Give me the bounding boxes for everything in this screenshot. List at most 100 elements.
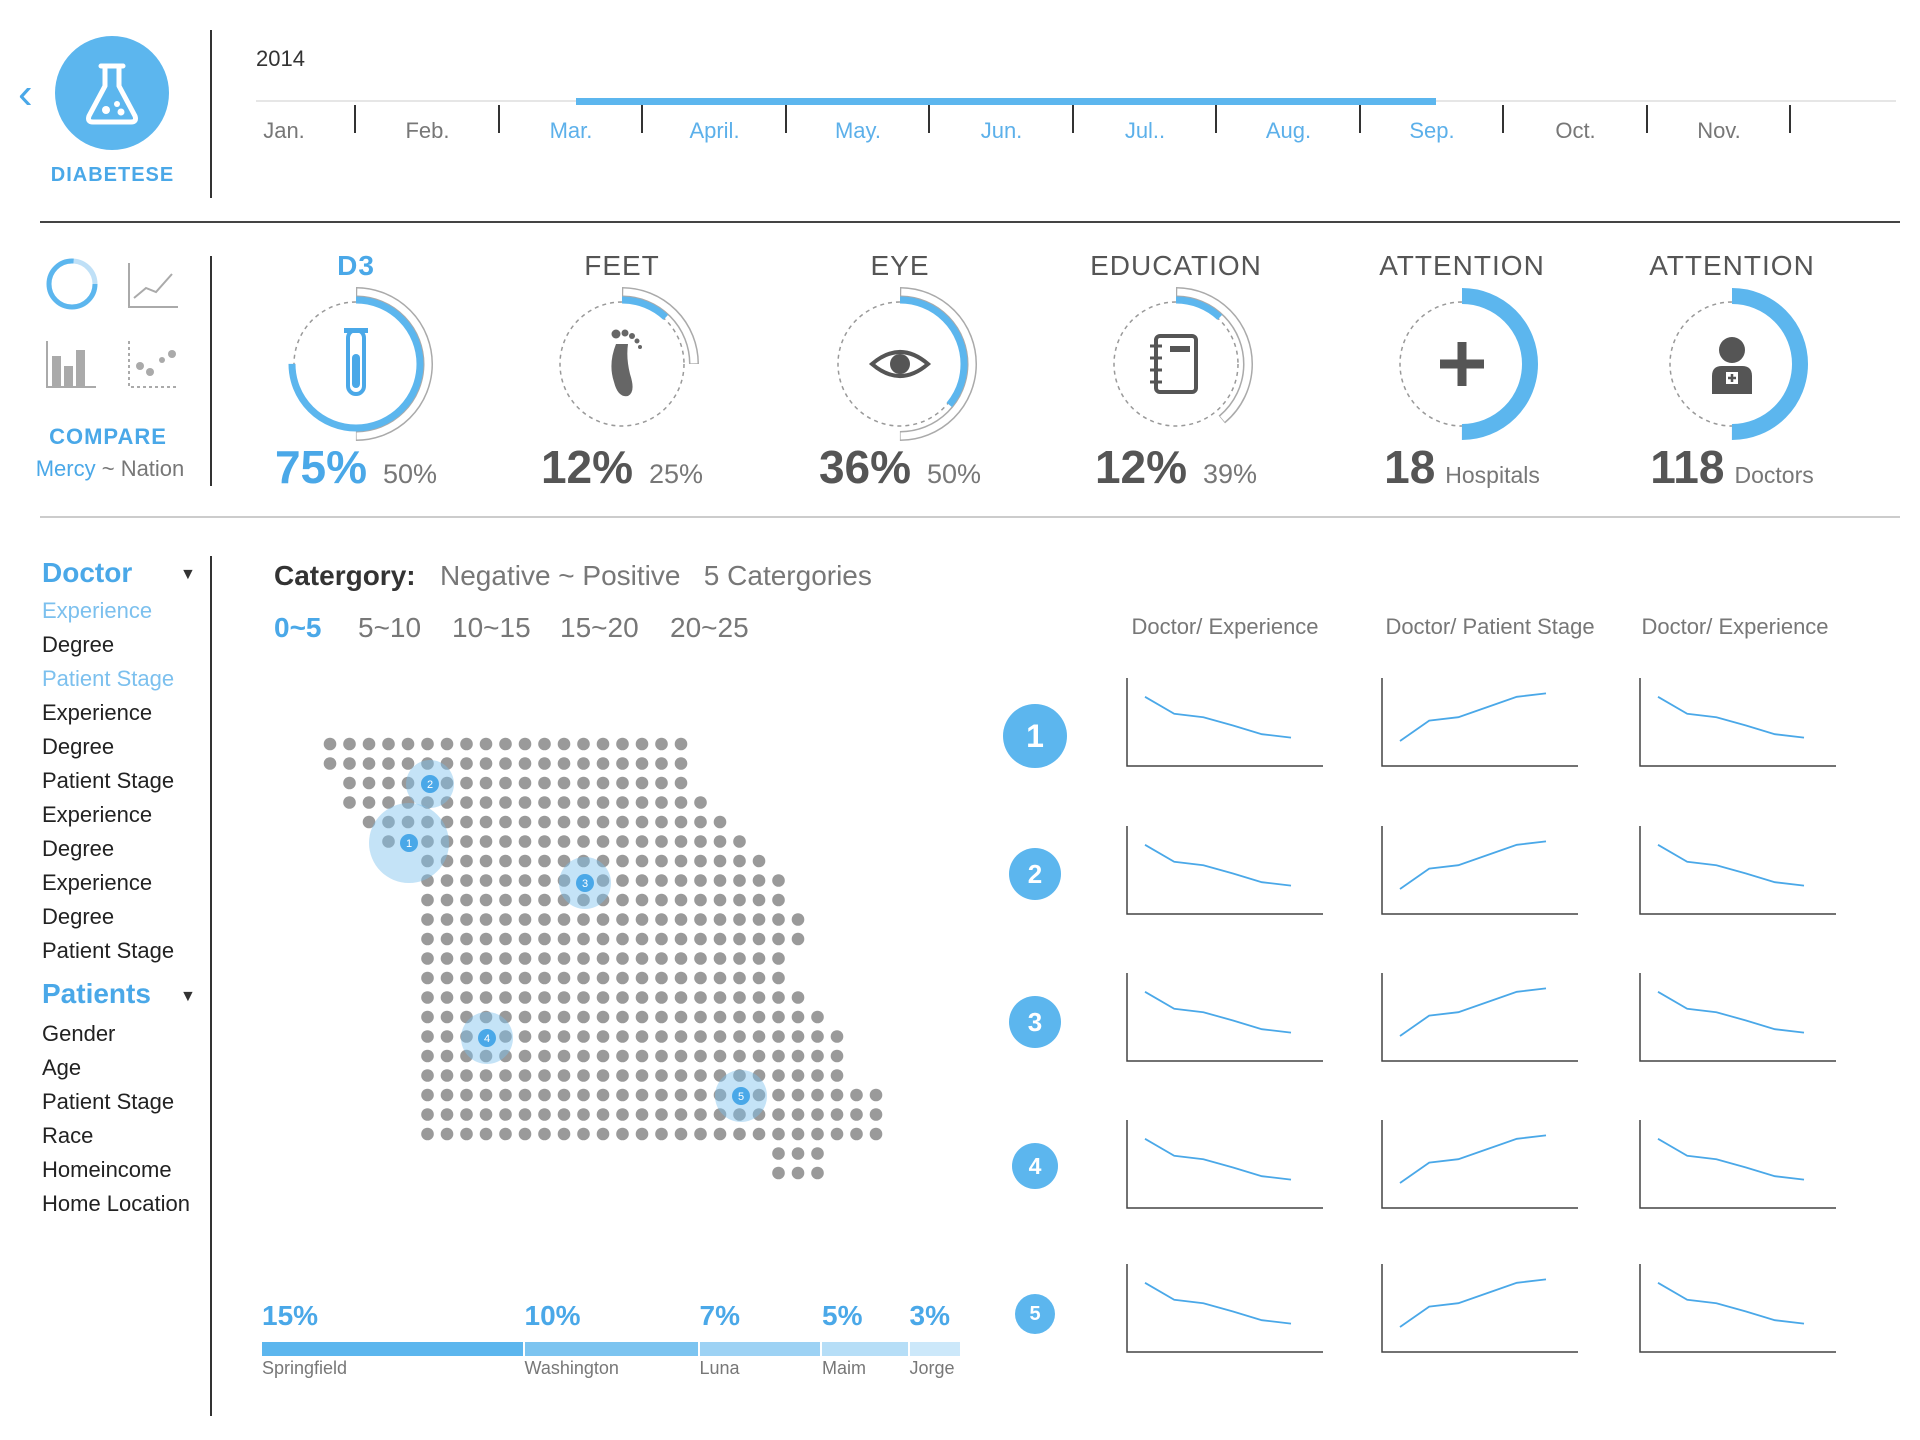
- mini-series-line: [1144, 696, 1292, 739]
- sidebar-item-doctor[interactable]: Experience: [42, 870, 153, 895]
- range-tab[interactable]: 0~5: [274, 612, 322, 643]
- region-segment[interactable]: [909, 1342, 960, 1356]
- region-name: Luna: [699, 1358, 740, 1378]
- map-dot: [460, 854, 473, 868]
- mini-chart[interactable]: [1126, 973, 1323, 1062]
- month-jul[interactable]: Jul..: [1124, 118, 1166, 143]
- mini-chart[interactable]: [1381, 1120, 1578, 1209]
- kpi-gauge[interactable]: [276, 284, 436, 444]
- rank-badge[interactable]: 5: [1015, 1294, 1055, 1334]
- mini-chart[interactable]: [1126, 678, 1323, 767]
- mini-chart[interactable]: [1639, 973, 1836, 1062]
- map-dot: [596, 991, 610, 1004]
- column-header: Doctor/ Experience: [1641, 614, 1829, 639]
- mini-chart[interactable]: [1381, 826, 1578, 915]
- month-nov[interactable]: Nov.: [1697, 118, 1741, 143]
- caret-down-icon[interactable]: ▼: [180, 566, 196, 583]
- mini-chart[interactable]: [1126, 826, 1323, 915]
- region-segment[interactable]: [524, 1342, 698, 1356]
- map-dot: [752, 893, 766, 907]
- month-feb[interactable]: Feb.: [405, 118, 450, 143]
- kpi-gauge[interactable]: [1652, 284, 1812, 444]
- month-jun[interactable]: Jun.: [980, 118, 1023, 143]
- map-dot: [713, 1127, 727, 1141]
- mini-chart[interactable]: [1639, 1264, 1836, 1353]
- map-dot: [499, 757, 512, 770]
- sidebar-item-patient[interactable]: Age: [42, 1055, 82, 1080]
- map-dot: [616, 854, 629, 868]
- mini-chart[interactable]: [1639, 826, 1836, 915]
- month-tick: [1215, 105, 1217, 133]
- sidebar-item-doctor[interactable]: Degree: [42, 836, 115, 861]
- sidebar-item-patient[interactable]: Home Location: [42, 1191, 190, 1216]
- sidebar-item-patient[interactable]: Gender: [42, 1021, 116, 1046]
- bar-chart-icon[interactable]: [44, 338, 98, 395]
- mini-chart[interactable]: [1639, 678, 1836, 767]
- mini-chart[interactable]: [1381, 678, 1578, 767]
- month-jan[interactable]: Jan.: [263, 118, 305, 143]
- map-dot: [616, 1049, 629, 1063]
- sidebar-head-doctor[interactable]: Doctor: [42, 557, 133, 588]
- mini-chart[interactable]: [1126, 1264, 1323, 1353]
- sidebar-item-doctor[interactable]: Degree: [42, 632, 115, 657]
- map-dot: [674, 835, 688, 848]
- map-dot: [674, 1088, 688, 1102]
- mini-axis: [1639, 973, 1836, 1062]
- mini-chart[interactable]: [1126, 1120, 1323, 1209]
- map-marker[interactable]: [400, 834, 418, 852]
- rank-badge[interactable]: 3: [1009, 996, 1061, 1048]
- map-dot: [635, 1030, 649, 1043]
- back-button[interactable]: ‹: [18, 69, 33, 118]
- sidebar-item-doctor[interactable]: Patient Stage: [42, 768, 175, 793]
- map-dot: [460, 737, 473, 751]
- map-dot: [752, 991, 766, 1004]
- mini-chart[interactable]: [1381, 973, 1578, 1062]
- donut-icon[interactable]: [44, 256, 100, 317]
- region-segment[interactable]: [262, 1342, 523, 1356]
- range-tab[interactable]: 10~15: [452, 612, 531, 643]
- range-tab[interactable]: 20~25: [670, 612, 749, 643]
- mini-chart[interactable]: [1639, 1120, 1836, 1209]
- rank-badge[interactable]: 4: [1012, 1143, 1058, 1189]
- map-marker[interactable]: [576, 874, 594, 892]
- month-mar[interactable]: Mar.: [549, 118, 593, 143]
- mini-chart[interactable]: [1381, 1264, 1578, 1353]
- sidebar-item-patient[interactable]: Homeincome: [42, 1157, 172, 1182]
- month-sep[interactable]: Sep.: [1409, 118, 1455, 143]
- caret-down-icon[interactable]: ▼: [180, 988, 196, 1005]
- timeline-range[interactable]: [576, 98, 1436, 105]
- month-oct[interactable]: Oct.: [1555, 118, 1596, 143]
- sidebar-item-doctor[interactable]: Patient Stage: [42, 666, 175, 691]
- sidebar-item-doctor[interactable]: Experience: [42, 700, 153, 725]
- map-dot: [772, 1010, 785, 1024]
- sidebar-item-patient[interactable]: Patient Stage: [42, 1089, 175, 1114]
- map-marker[interactable]: [478, 1029, 496, 1047]
- month-april[interactable]: April.: [689, 118, 740, 143]
- map-marker[interactable]: [421, 775, 439, 793]
- scatter-icon[interactable]: [126, 338, 180, 395]
- sidebar-item-patient[interactable]: Race: [42, 1123, 94, 1148]
- kpi-main-value: 75%: [274, 441, 368, 493]
- sidebar-item-doctor[interactable]: Degree: [42, 734, 115, 759]
- kpi-gauge[interactable]: [542, 284, 702, 444]
- range-tab[interactable]: 5~10: [358, 612, 422, 643]
- month-may[interactable]: May.: [834, 118, 882, 143]
- rank-badge[interactable]: 2: [1009, 848, 1061, 900]
- map-dot: [557, 1088, 571, 1102]
- kpi-gauge[interactable]: [820, 284, 980, 444]
- map-marker[interactable]: [732, 1087, 750, 1105]
- kpi-gauge[interactable]: [1382, 284, 1542, 444]
- sidebar-head-patients[interactable]: Patients: [42, 978, 151, 1009]
- sidebar-item-doctor[interactable]: Patient Stage: [42, 938, 175, 963]
- dot-map[interactable]: 2 1 3 4 5: [300, 720, 900, 1240]
- sidebar-item-doctor[interactable]: Experience: [42, 598, 153, 623]
- region-segment[interactable]: [822, 1342, 908, 1356]
- kpi-gauge[interactable]: [1096, 284, 1256, 444]
- sidebar-item-doctor[interactable]: Degree: [42, 904, 115, 929]
- line-chart-icon[interactable]: [126, 260, 180, 315]
- month-aug[interactable]: Aug.: [1265, 118, 1312, 143]
- rank-badge[interactable]: 1: [1003, 704, 1067, 768]
- region-segment[interactable]: [699, 1342, 820, 1356]
- sidebar-item-doctor[interactable]: Experience: [42, 802, 153, 827]
- range-tab[interactable]: 15~20: [560, 612, 639, 643]
